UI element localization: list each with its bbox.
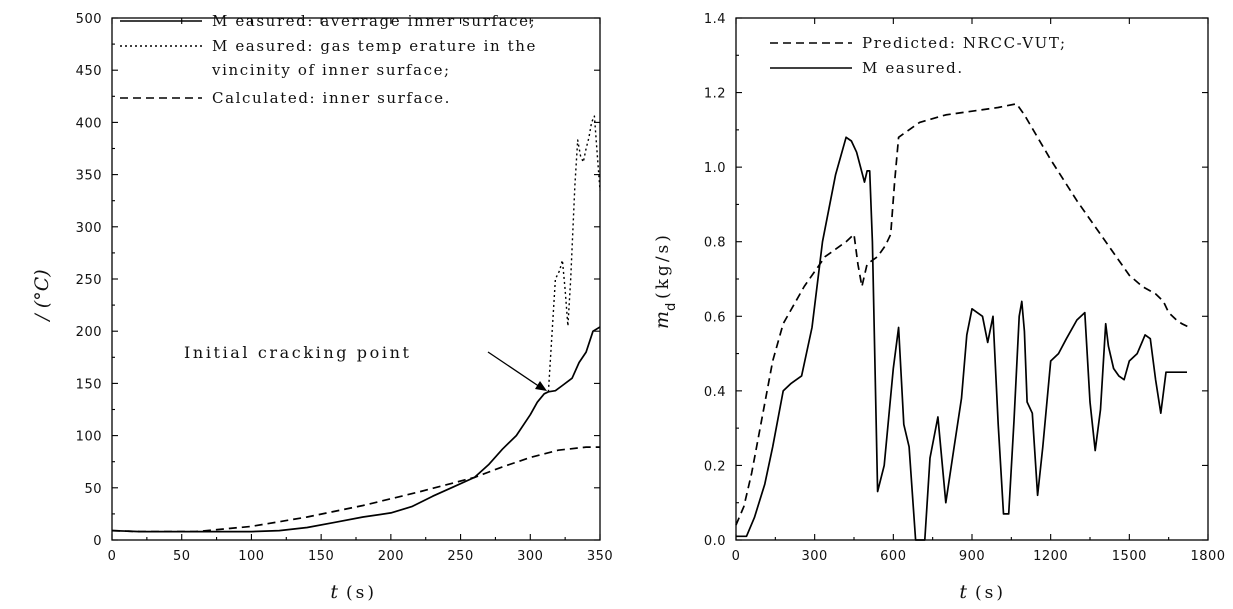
right-tick-layer: 0 300 600 900 1200 1500 1800 0.0 0.2 0.4 0.6 0.8 1.0… <box>704 12 1225 564</box>
left-y-tick-label: 0 <box>93 534 102 549</box>
annotation-arrow-line <box>487 351 541 388</box>
right-x-tick-label: 1500 <box>1112 549 1147 564</box>
right-legend: Predicted: NRCC-VUT; M easured. <box>770 34 1067 77</box>
left-y-tick-label: 450 <box>76 64 102 79</box>
left-x-tick-label: 150 <box>308 549 334 564</box>
right-legend-label-solid: M easured. <box>862 59 964 77</box>
annotation-arrow-head <box>535 381 547 391</box>
right-x-axis-var: t <box>959 581 967 603</box>
left-y-tick-label: 250 <box>76 273 102 288</box>
left-series-line-dashed <box>111 446 600 533</box>
left-series-line-solid <box>111 326 601 533</box>
left-legend-label-dotted: M easured: gas temp erature in the <box>212 37 537 55</box>
right-x-tick-label: 300 <box>802 549 828 564</box>
left-series-layer <box>111 115 601 533</box>
left-y-tick-label: 300 <box>76 221 102 236</box>
right-x-tick-label: 0 <box>732 549 741 564</box>
left-x-tick-label: 200 <box>378 549 404 564</box>
right-y-tick-label: 0.6 <box>704 310 726 325</box>
right-x-axis-label: t (s) <box>959 581 1006 603</box>
left-tick-layer: 0 50 100 150 200 250 300 350 0 50 100 150 200 250 300 3… <box>76 12 613 564</box>
left-x-tick-label: 350 <box>587 549 613 564</box>
right-y-axis-subscript: d <box>664 302 679 311</box>
left-x-tick-label: 100 <box>238 549 264 564</box>
left-legend-label-solid: M easured: averrage inner surface; <box>212 12 536 30</box>
left-legend-label-dashed: Calculated: inner surface. <box>212 89 451 107</box>
right-y-axis-label: m d (kg/s) <box>651 232 679 329</box>
right-y-tick-label: 1.2 <box>704 87 726 102</box>
right-y-tick-label: 0.0 <box>704 534 726 549</box>
right-y-axis-var: m <box>651 311 673 329</box>
right-y-tick-label: 1.0 <box>704 161 726 176</box>
left-y-tick-label: 400 <box>76 116 102 131</box>
left-legend: M easured: averrage inner surface; M eas… <box>120 12 537 107</box>
right-y-tick-label: 1.4 <box>704 12 726 27</box>
left-x-tick-label: 0 <box>108 549 117 564</box>
right-series-layer <box>735 102 1190 541</box>
left-x-axis-var: t <box>330 581 338 603</box>
left-legend-label-dotted-line2: vincinity of inner surface; <box>211 61 451 79</box>
right-y-tick-label: 0.4 <box>704 385 726 400</box>
left-x-tick-label: 50 <box>173 549 191 564</box>
right-chart: 0 300 600 900 1200 1500 1800 0.0 0.2 0.4 0.6 0.8 1.0… <box>651 12 1225 603</box>
left-x-axis-label: t (s) <box>330 581 377 603</box>
left-series-line-dotted <box>547 115 601 392</box>
left-x-tick-label: 300 <box>517 549 543 564</box>
right-x-tick-label: 600 <box>880 549 906 564</box>
right-y-tick-label: 0.8 <box>704 236 726 251</box>
left-y-tick-label: 100 <box>76 430 102 445</box>
right-legend-label-dashed: Predicted: NRCC-VUT; <box>862 34 1067 52</box>
left-y-tick-label: 200 <box>76 325 102 340</box>
right-x-tick-label: 1200 <box>1033 549 1068 564</box>
left-y-axis-label: / (°C) <box>31 269 53 322</box>
left-x-axis-unit: (s) <box>346 583 377 603</box>
left-y-tick-label: 500 <box>76 12 102 27</box>
annotation-text: Initial cracking point <box>184 343 412 362</box>
right-y-tick-label: 0.2 <box>704 459 726 474</box>
cracking-annotation: Initial cracking point <box>184 343 547 391</box>
right-series-line-solid <box>736 136 1187 541</box>
right-y-axis-unit: (kg/s) <box>653 232 673 299</box>
left-y-tick-label: 150 <box>76 377 102 392</box>
right-x-tick-label: 900 <box>959 549 985 564</box>
left-y-tick-label: 50 <box>84 482 102 497</box>
right-plot-frame <box>735 17 1209 541</box>
right-x-axis-unit: (s) <box>975 583 1006 603</box>
left-chart: 0 50 100 150 200 250 300 350 0 50 100 150 200 250 300 3… <box>31 12 613 603</box>
left-y-tick-label: 350 <box>76 169 102 184</box>
right-x-tick-label: 1800 <box>1190 549 1225 564</box>
right-series-line-dashed <box>735 102 1190 526</box>
left-x-tick-label: 250 <box>447 549 473 564</box>
